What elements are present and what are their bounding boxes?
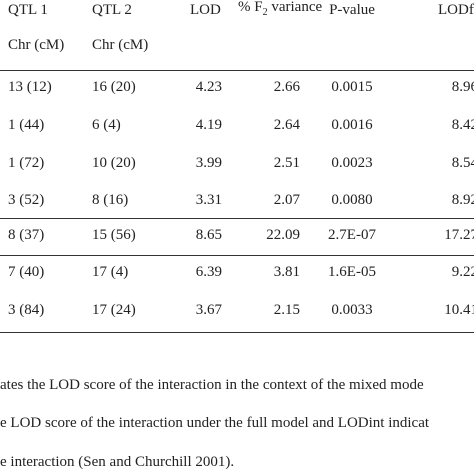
header-cell: QTL 1 xyxy=(8,2,48,18)
rule xyxy=(0,70,474,71)
header-cell: QTL 2 xyxy=(92,2,132,18)
cell: 3.31 xyxy=(195,192,222,208)
cell: 8.65 xyxy=(195,227,222,243)
cell: 0.0080 xyxy=(331,192,373,208)
rule xyxy=(0,218,474,219)
cell: 15 (56) xyxy=(92,227,136,243)
cell: 10.41 xyxy=(444,302,474,318)
note-line: ates the LOD score of the interaction in… xyxy=(0,377,424,393)
cell: 0.0016 xyxy=(331,117,373,133)
header-cell: Chr (cM) xyxy=(8,37,65,53)
cell: 0.0023 xyxy=(331,155,373,171)
cell: 1 (72) xyxy=(8,155,45,171)
cell: 7 (40) xyxy=(8,264,45,280)
cell: 2.51 xyxy=(273,155,300,171)
cell: 6.39 xyxy=(195,264,222,280)
cell: 3.67 xyxy=(195,302,222,318)
cell: 8 (16) xyxy=(92,192,129,208)
rule xyxy=(0,255,474,256)
cell: 17 (24) xyxy=(92,302,136,318)
rule xyxy=(0,332,474,333)
cell: 6 (4) xyxy=(92,117,121,133)
cell: 0.0015 xyxy=(331,79,373,95)
cell: 1.6E-05 xyxy=(328,264,376,280)
cell: 3.81 xyxy=(273,264,300,280)
header-cell: % F2 variance xyxy=(238,0,322,22)
cell: 1 (44) xyxy=(8,117,45,133)
cell: 2.7E-07 xyxy=(328,227,376,243)
header-part: 2 xyxy=(262,7,268,18)
note-line: e interaction (Sen and Churchill 2001). xyxy=(0,454,235,470)
cell: 17.27 xyxy=(444,227,474,243)
cell: 16 (20) xyxy=(92,79,136,95)
cell: 4.23 xyxy=(195,79,222,95)
cell: 2.64 xyxy=(273,117,300,133)
cell: 10 (20) xyxy=(92,155,136,171)
cell: 2.66 xyxy=(273,79,300,95)
header-part: variance xyxy=(267,0,323,15)
header-cell: P-value xyxy=(329,2,375,18)
header-part: % F xyxy=(238,0,263,15)
cell: 2.15 xyxy=(273,302,300,318)
cell: 13 (12) xyxy=(8,79,52,95)
header-cell: LOD xyxy=(190,2,221,18)
cell: 8.96 xyxy=(451,79,474,95)
cell: 8.92 xyxy=(451,192,474,208)
cell: 0.0033 xyxy=(331,302,373,318)
cell: 17 (4) xyxy=(92,264,129,280)
cell: 3 (52) xyxy=(8,192,45,208)
cell: 8 (37) xyxy=(8,227,45,243)
header-cell: LODful xyxy=(438,2,474,18)
cell: 8.42 xyxy=(451,117,474,133)
header-cell: Chr (cM) xyxy=(92,37,149,53)
cell: 4.19 xyxy=(195,117,222,133)
cell: 2.07 xyxy=(273,192,300,208)
note-line: e LOD score of the interaction under the… xyxy=(0,415,430,431)
cell: 9.22 xyxy=(451,264,474,280)
cell: 22.09 xyxy=(266,227,300,243)
cell: 8.54 xyxy=(451,155,474,171)
cell: 3.99 xyxy=(195,155,222,171)
cell: 3 (84) xyxy=(8,302,45,318)
